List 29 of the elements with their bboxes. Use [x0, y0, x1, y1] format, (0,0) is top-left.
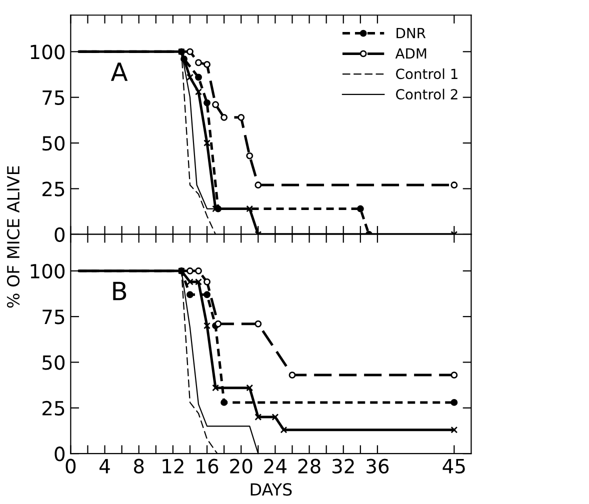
legend-label: Control 2 — [396, 88, 458, 100]
legend-label: ADM — [395, 48, 426, 59]
x-tick-label: 36 — [366, 458, 389, 474]
annotation: B — [113, 282, 126, 300]
x-tick-label: 24 — [264, 458, 286, 474]
x-tick-label: 28 — [298, 458, 320, 474]
y-axis-title: % OF MICE ALIVE — [6, 166, 20, 308]
y-tick-label: 0 — [54, 446, 65, 462]
x-tick-label: 8 — [134, 458, 144, 474]
x-tick-label: 20 — [230, 458, 252, 474]
x-tick-label: 0 — [66, 458, 76, 474]
y-tick-label: 50 — [42, 355, 65, 370]
x-axis-title: DAYS — [250, 483, 292, 496]
x-tick-label: 32 — [332, 458, 354, 474]
y-tick-label: 25 — [42, 400, 64, 416]
annotation: A — [110, 62, 128, 81]
x-tick-label: 4 — [100, 459, 110, 474]
y-tick-label: 25 — [42, 182, 64, 196]
y-tick-label: 50 — [42, 136, 65, 151]
y-tick-label: 100 — [30, 264, 65, 279]
legend-label: Control 1 — [396, 68, 458, 80]
y-tick-label: 0 — [54, 227, 65, 242]
x-tick-label: 12 — [162, 458, 184, 474]
x-tick-label: 45 — [442, 459, 465, 474]
x-tick-label: 16 — [196, 458, 218, 474]
y-tick-label: 75 — [42, 310, 64, 324]
legend-label: DNR — [396, 28, 426, 38]
y-tick-label: 75 — [42, 90, 64, 105]
y-tick-label: 100 — [30, 44, 65, 60]
